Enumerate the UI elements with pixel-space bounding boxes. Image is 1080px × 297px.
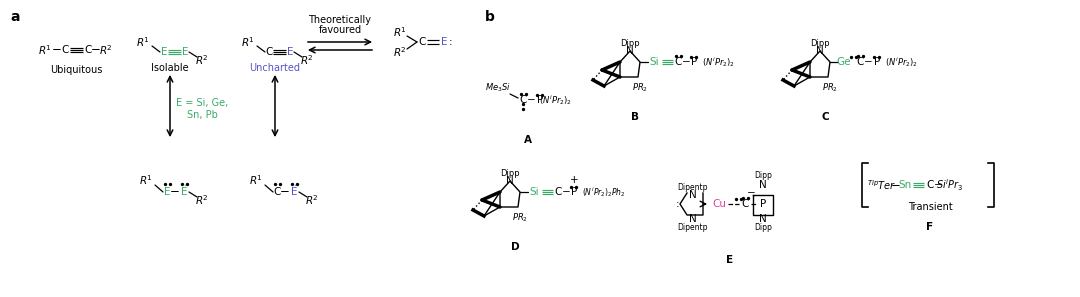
Text: Dipp: Dipp (620, 39, 639, 48)
Text: E: E (164, 187, 171, 197)
Text: $R^1$: $R^1$ (241, 35, 255, 49)
Text: P: P (537, 95, 543, 105)
Text: E: E (181, 47, 188, 57)
Text: $PR_2$: $PR_2$ (632, 82, 648, 94)
Text: Ë: Ë (180, 187, 187, 197)
Text: C: C (519, 95, 527, 105)
Text: $^{Tip}Ter$: $^{Tip}Ter$ (867, 178, 896, 192)
Text: $R^2$: $R^2$ (195, 53, 208, 67)
Text: $(N^iPr_2)_2Ph_2$: $(N^iPr_2)_2Ph_2$ (582, 185, 625, 199)
Text: Dipp: Dipp (810, 39, 829, 48)
Text: $(N^iPr_2)_2$: $(N^iPr_2)_2$ (885, 55, 918, 69)
Text: −: − (170, 186, 180, 198)
Text: −: − (562, 187, 570, 197)
Text: N: N (626, 46, 634, 56)
Text: $Me_3Si$: $Me_3Si$ (485, 82, 511, 94)
Text: $R^2$: $R^2$ (393, 45, 407, 59)
Text: Dipentp: Dipentp (678, 182, 708, 192)
Text: Isolable: Isolable (151, 63, 189, 73)
Text: N: N (689, 214, 697, 224)
Text: $R^2$: $R^2$ (195, 193, 208, 207)
Text: Ë: Ë (291, 187, 297, 197)
Text: C: C (266, 47, 272, 57)
Text: E: E (161, 47, 167, 57)
Text: $PR_2$: $PR_2$ (512, 212, 528, 224)
Text: −: − (933, 180, 943, 190)
Text: N: N (689, 190, 697, 200)
Text: C: C (821, 112, 828, 122)
Text: −: − (52, 43, 62, 56)
Text: −: − (681, 57, 690, 67)
Text: Si: Si (529, 187, 539, 197)
Text: −: − (746, 188, 755, 198)
Text: $R^1$: $R^1$ (249, 173, 264, 187)
Text: Dipp: Dipp (754, 224, 772, 233)
Text: Ge: Ge (837, 57, 851, 67)
Text: C: C (741, 199, 748, 209)
Text: a: a (10, 10, 19, 24)
Text: $R^1$: $R^1$ (38, 43, 52, 57)
Text: $(N^iPr_2)_2$: $(N^iPr_2)_2$ (539, 93, 572, 107)
Text: −: − (527, 95, 536, 105)
Text: P: P (571, 187, 577, 197)
Text: E: E (287, 47, 294, 57)
Text: Si: Si (649, 57, 659, 67)
Text: N: N (816, 46, 824, 56)
Text: Uncharted: Uncharted (249, 63, 300, 73)
Text: $Si^iPr_3$: $Si^iPr_3$ (936, 177, 963, 193)
Text: E: E (727, 255, 733, 265)
Text: :: : (449, 37, 453, 47)
Text: b: b (485, 10, 495, 24)
Text: −: − (864, 57, 873, 67)
Text: :: : (676, 199, 679, 209)
Text: $R^2$: $R^2$ (305, 193, 319, 207)
Text: N: N (759, 214, 767, 224)
Text: $R^2$: $R^2$ (300, 53, 314, 67)
Text: P: P (691, 57, 697, 67)
Text: $R^1$: $R^1$ (393, 25, 407, 39)
Text: $R^2$: $R^2$ (99, 43, 113, 57)
Text: P: P (760, 199, 766, 209)
Text: Cu: Cu (712, 199, 726, 209)
Text: Sn, Pb: Sn, Pb (187, 110, 217, 120)
Text: A: A (524, 135, 532, 145)
Text: C: C (84, 45, 92, 55)
Text: Transient: Transient (907, 202, 953, 212)
Text: N: N (759, 180, 767, 190)
Text: Ubiquitous: Ubiquitous (50, 65, 103, 75)
Text: favoured: favoured (319, 25, 362, 35)
Text: −: − (891, 178, 901, 192)
Text: P: P (874, 57, 880, 67)
Text: Dipp: Dipp (754, 170, 772, 179)
Text: C: C (554, 187, 562, 197)
Text: −: − (91, 43, 100, 56)
Text: $PR_2$: $PR_2$ (822, 82, 838, 94)
Text: $R^1$: $R^1$ (139, 173, 153, 187)
Text: N: N (507, 176, 514, 186)
Text: Theoretically: Theoretically (309, 15, 372, 25)
Text: C: C (856, 57, 864, 67)
Text: Dipentp: Dipentp (678, 224, 708, 233)
Text: $(N^iPr_2)_2$: $(N^iPr_2)_2$ (702, 55, 735, 69)
Text: Dipp: Dipp (500, 168, 519, 178)
Text: C: C (674, 57, 681, 67)
Text: −: − (280, 186, 289, 198)
Text: +: + (569, 175, 578, 185)
Text: F: F (927, 222, 933, 232)
Text: C: C (273, 187, 281, 197)
Text: D: D (511, 242, 519, 252)
Text: C: C (927, 180, 934, 190)
Text: B: B (631, 112, 639, 122)
Text: E = Si, Ge,: E = Si, Ge, (176, 98, 228, 108)
Text: E: E (441, 37, 447, 47)
Text: C: C (62, 45, 69, 55)
Text: Sn: Sn (899, 180, 912, 190)
Text: C: C (418, 37, 426, 47)
Text: $R^1$: $R^1$ (136, 35, 150, 49)
